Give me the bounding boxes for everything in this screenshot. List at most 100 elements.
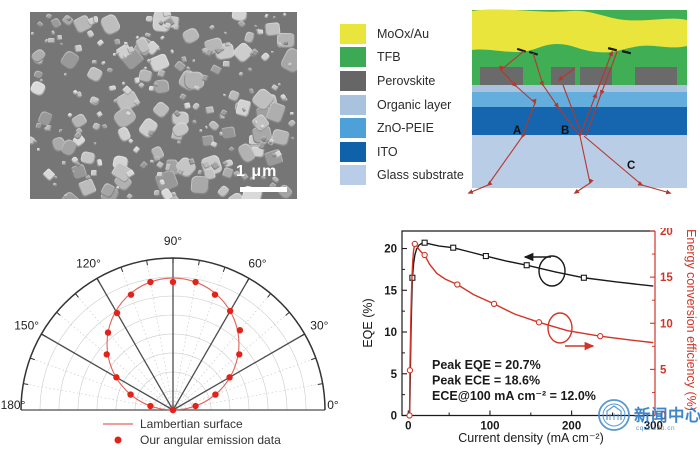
left-tick-label: 15 xyxy=(384,285,397,297)
sem-particle xyxy=(39,78,44,83)
polar-angle-tick xyxy=(146,260,148,266)
sem-particle xyxy=(137,116,160,140)
ray-a xyxy=(467,50,537,194)
sem-particle xyxy=(180,26,201,46)
light-ray-paths xyxy=(467,50,672,195)
emission-data-point xyxy=(147,278,154,286)
sem-particle xyxy=(59,190,83,199)
sem-particle xyxy=(42,167,56,182)
ray-exit-middle xyxy=(573,135,594,194)
ece-data-point xyxy=(406,367,414,374)
sem-particle xyxy=(30,47,48,65)
legend-swatch xyxy=(340,47,366,68)
left-tick-label: 20 xyxy=(384,244,397,256)
sem-particle xyxy=(190,175,210,195)
eqe-data-point xyxy=(450,244,457,251)
sem-particle xyxy=(193,85,201,92)
legend-dot-sample xyxy=(114,436,122,444)
polar-angle-tick xyxy=(310,357,317,361)
polar-minor-spoke xyxy=(172,357,316,411)
sem-particle xyxy=(145,15,154,23)
ray-c xyxy=(583,135,672,195)
sem-particle xyxy=(264,13,270,19)
polar-angle-tick xyxy=(120,266,124,273)
sem-particle xyxy=(278,45,297,76)
polar-minor-spoke xyxy=(172,312,290,411)
polar-angle-tick xyxy=(222,266,226,273)
watermark-subtext: cqut.edu.cn xyxy=(636,425,675,432)
ray-b-segment xyxy=(562,84,583,136)
right-tick-label: 0 xyxy=(660,411,666,423)
watermark-text: 新闻中心 xyxy=(634,405,700,425)
sem-particle xyxy=(85,65,105,84)
zno-peie-layer xyxy=(472,92,687,107)
legend-item-zno-peie: ZnO-PEIE xyxy=(340,116,470,140)
legend-swatch xyxy=(340,141,366,162)
moox-au-layer xyxy=(472,9,687,53)
sem-particle xyxy=(222,93,227,97)
sem-particle xyxy=(204,105,215,115)
sem-particle xyxy=(225,42,231,47)
polar-angle-tick xyxy=(267,293,272,298)
sem-particle xyxy=(247,67,253,73)
polar-major-spoke xyxy=(172,278,250,411)
perovskite-block xyxy=(580,67,612,85)
eqe-data-point xyxy=(523,262,530,269)
emission-data-point xyxy=(226,374,233,381)
annotation-text: Peak ECE = 18.6% xyxy=(432,374,540,388)
legend-swatch xyxy=(340,94,366,115)
sem-particle xyxy=(236,19,247,29)
sem-particle xyxy=(155,160,165,170)
polar-minor-spoke xyxy=(146,260,174,411)
polar-major-spoke xyxy=(41,333,174,411)
ito-layer xyxy=(472,107,687,135)
sem-particle xyxy=(35,122,43,130)
legend-item-organic-layer: Organic layer xyxy=(340,93,470,117)
sem-particle xyxy=(277,82,282,86)
sem-particle xyxy=(52,182,57,187)
sem-particle xyxy=(289,111,294,116)
device-structure-diagram: A B C xyxy=(467,9,687,195)
sem-particle xyxy=(138,81,146,89)
sem-particle xyxy=(156,171,163,178)
right-axis-title: Energy conversion efficiency (%) xyxy=(684,229,698,411)
sem-particle xyxy=(238,71,244,77)
emission-data-point xyxy=(147,402,154,410)
sem-particle xyxy=(101,60,106,65)
legend-label: ITO xyxy=(377,144,398,159)
polar-angle-tick xyxy=(300,333,305,337)
left-tick-label: 10 xyxy=(384,327,397,339)
sem-particle xyxy=(272,15,277,20)
sem-particle xyxy=(264,21,281,37)
polar-angle-tick xyxy=(246,278,250,283)
ray-b-up xyxy=(579,50,613,137)
sem-particle xyxy=(153,189,160,196)
sem-particle xyxy=(254,120,258,125)
ece-data-point xyxy=(411,240,418,248)
emission-data-point xyxy=(103,351,110,358)
right-tick-label: 10 xyxy=(660,318,673,330)
polar-minor-spoke xyxy=(172,260,200,411)
annotation-text: ECE@100 mA cm⁻² = 12.0% xyxy=(432,389,596,403)
legend-swatch xyxy=(340,165,366,186)
polar-minor-spoke xyxy=(30,357,174,411)
eqe-data-point xyxy=(482,252,489,260)
x-axis-title: Current density (mA cm⁻²) xyxy=(458,431,604,445)
legend-item-ito: ITO xyxy=(340,140,470,164)
sem-particle xyxy=(77,177,97,198)
ece-data-point xyxy=(490,300,498,308)
sem-micrograph: 1 μm xyxy=(30,12,297,199)
device-layer-legend: MoOx/Au TFB Perovskite Organic layer ZnO-PEI… xyxy=(340,22,470,187)
ece-curve-pointer-ellipse xyxy=(547,312,573,344)
sem-particle xyxy=(183,102,191,110)
left-tick-label: 5 xyxy=(391,369,398,381)
legend-item-moox-au: MoOx/Au xyxy=(340,22,470,46)
sem-particle xyxy=(282,12,287,17)
legend-label-emission-data: Our angular emission data xyxy=(140,433,281,447)
site-watermark: 新闻中心 cqut.edu.cn xyxy=(598,399,700,432)
ece-data-point xyxy=(454,281,461,288)
sem-particle xyxy=(96,39,105,47)
ece-data-point xyxy=(421,251,428,259)
sem-particle xyxy=(50,30,55,35)
sem-particle xyxy=(86,29,95,39)
